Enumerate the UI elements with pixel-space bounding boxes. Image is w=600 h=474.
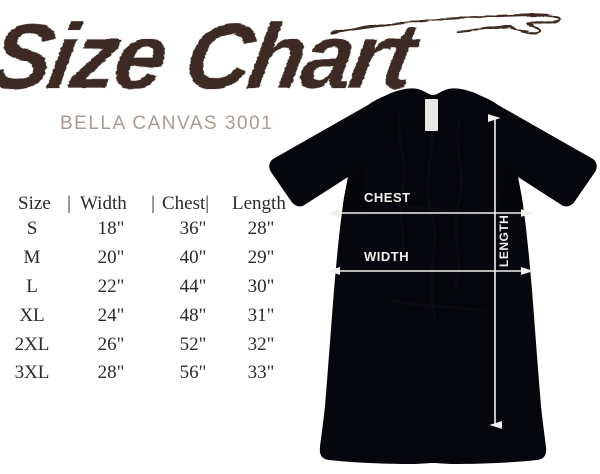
svg-text:WIDTH: WIDTH: [364, 249, 409, 264]
svg-text:CHEST: CHEST: [364, 190, 411, 205]
svg-text:LENGTH: LENGTH: [497, 215, 511, 267]
